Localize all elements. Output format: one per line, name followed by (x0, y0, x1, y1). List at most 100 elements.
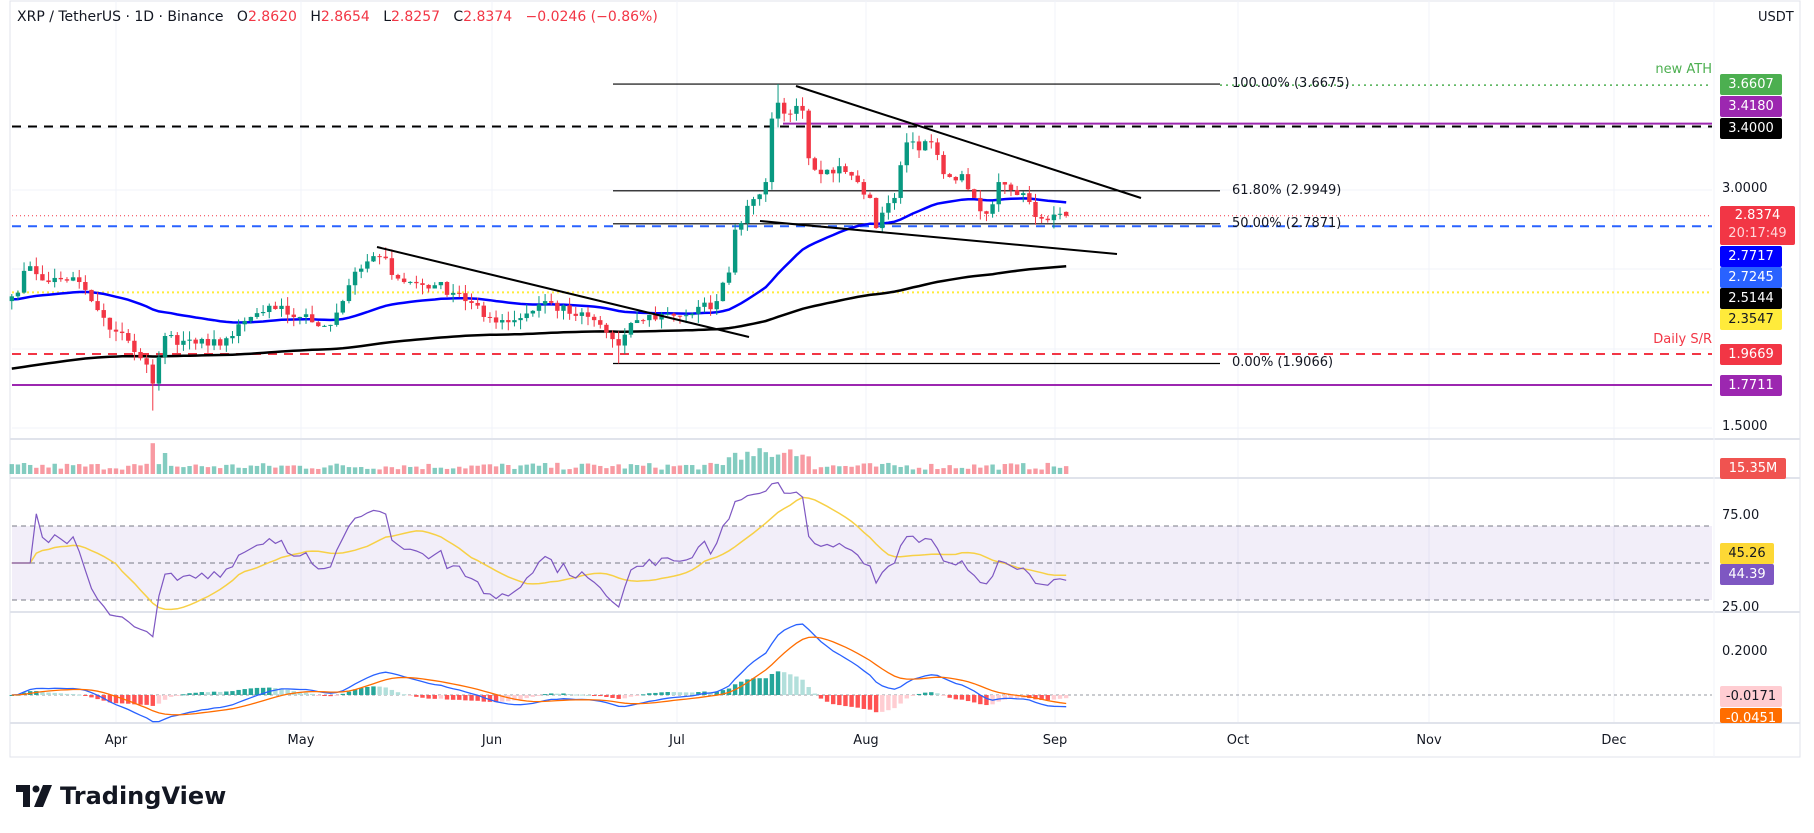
candle-body (1051, 214, 1057, 221)
candle (640, 318, 646, 324)
candle-body (389, 258, 395, 275)
candle-body (499, 320, 505, 323)
volume-bar (653, 467, 658, 474)
macd-histogram-bar (126, 695, 131, 704)
trendline (376, 246, 750, 338)
currency-label[interactable]: USDT (1758, 10, 1794, 25)
candle (916, 135, 922, 158)
macd-histogram-bar (236, 689, 241, 695)
volume-bar (573, 467, 578, 474)
macd-histogram-bar (929, 692, 934, 695)
candle (647, 314, 652, 327)
volume-bar (886, 462, 891, 474)
candle (947, 172, 952, 178)
candle (665, 307, 670, 316)
candle (499, 314, 505, 330)
candle-body (696, 306, 701, 314)
volume-bar (659, 469, 664, 474)
macd-histogram-bar (659, 692, 664, 695)
candle (1045, 215, 1050, 223)
volume-bar (837, 466, 842, 474)
macd-histogram-bar (763, 678, 768, 695)
candle-body (996, 182, 1001, 205)
tradingview-logo[interactable]: TradingView (16, 782, 226, 810)
candle (757, 193, 762, 206)
volume-bar (1063, 466, 1069, 474)
candle (671, 312, 677, 322)
candle-body (1063, 211, 1069, 216)
candle (199, 337, 205, 349)
macd-histogram-bar (463, 695, 468, 701)
candle (408, 281, 413, 285)
current-price: 2.8374 (1734, 208, 1781, 223)
volume-bar (843, 465, 848, 474)
price-pane (9, 83, 1712, 411)
candle (64, 277, 70, 283)
candle-body (40, 274, 45, 281)
macd-histogram-bar (671, 692, 677, 695)
candle (824, 169, 830, 175)
volume-bar (389, 467, 395, 474)
volume-bar (929, 463, 934, 474)
candle (132, 333, 137, 361)
candle-body (671, 313, 677, 316)
candle-body (273, 305, 278, 310)
candle (119, 322, 125, 341)
macd-histogram-bar (781, 672, 787, 695)
volume-bar (27, 464, 33, 474)
volume-bar (775, 454, 781, 474)
candle-body (585, 312, 591, 317)
candle-body (978, 197, 983, 212)
candle-body (898, 165, 903, 198)
volume-bar (616, 464, 621, 474)
candle-body (83, 282, 88, 290)
candle (218, 337, 223, 350)
volume-bar (965, 468, 971, 474)
macd-histogram-bar (9, 695, 14, 696)
candle (972, 188, 977, 198)
macd-histogram-bar (647, 693, 652, 695)
candle (555, 300, 560, 319)
candle (230, 331, 235, 344)
candle (15, 290, 21, 300)
candle-body (156, 357, 162, 384)
candle (922, 139, 928, 151)
macd-histogram-bar (316, 695, 321, 696)
candle (965, 168, 971, 191)
volume-bar (475, 465, 480, 474)
macd-histogram-bar (328, 695, 333, 697)
candle-body (27, 266, 33, 271)
candle-body (910, 141, 916, 143)
volume-bar (457, 466, 462, 474)
macd-histogram-bar (959, 695, 965, 700)
candle-body (690, 313, 695, 316)
candle-body (702, 302, 707, 307)
candle (506, 311, 511, 331)
candle (732, 224, 738, 275)
volume-bar (806, 456, 811, 474)
volume-bar (1002, 464, 1008, 474)
candle-body (285, 305, 290, 315)
candle-body (426, 284, 431, 289)
rsi-pane (11, 481, 1712, 638)
candle (794, 98, 799, 121)
rsi-tick: 75.00 (1722, 508, 1760, 523)
volume-bar (665, 464, 670, 474)
macd-histogram-bar (1063, 695, 1069, 699)
macd-histogram-bar (524, 695, 529, 699)
candle (236, 319, 241, 344)
macd-histogram-bar (457, 695, 462, 700)
candle-body (438, 282, 444, 286)
volume-bar (634, 465, 640, 474)
volume-bar (230, 464, 235, 474)
volume-bar (677, 465, 683, 474)
macd-histogram-bar (389, 689, 395, 695)
candle-body (506, 320, 511, 323)
candle (524, 304, 529, 322)
candle-body (371, 256, 376, 262)
candle-body (457, 292, 462, 294)
candle-body (573, 313, 578, 316)
volume-bar (156, 464, 162, 474)
macd-signal-label: -0.0451 (1720, 708, 1782, 723)
